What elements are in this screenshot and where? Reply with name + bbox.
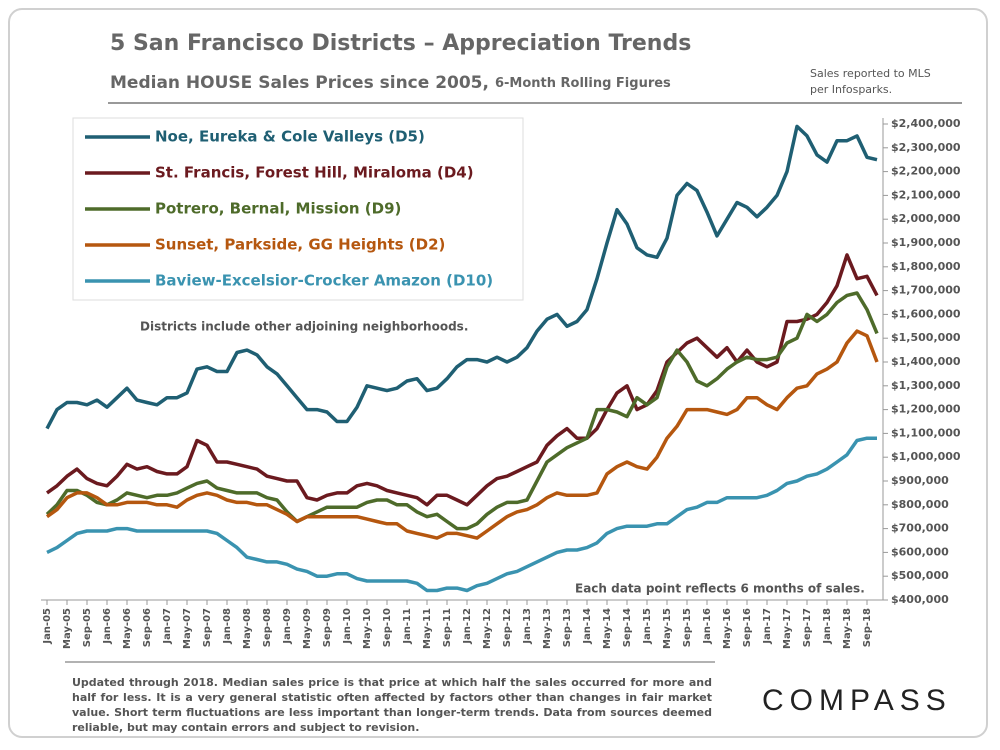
y-tick-label: $800,000 — [891, 498, 949, 511]
x-tick-label: May-11 — [422, 608, 433, 649]
x-tick-label: May-07 — [182, 608, 193, 649]
x-tick-label: Jan-07 — [162, 608, 173, 645]
x-tick-label: May-17 — [782, 608, 793, 649]
y-tick-label: $1,500,000 — [891, 331, 961, 344]
legend-label: Potrero, Bernal, Mission (D9) — [155, 200, 401, 218]
y-tick-label: $1,000,000 — [891, 450, 961, 463]
y-tick-label: $1,600,000 — [891, 307, 961, 320]
source-note: per Infosparks. — [810, 83, 892, 96]
x-tick-label: May-10 — [362, 608, 373, 649]
y-tick-label: $2,300,000 — [891, 141, 961, 154]
y-tick-label: $1,300,000 — [891, 379, 961, 392]
x-tick-label: Jan-11 — [402, 608, 413, 645]
y-tick-label: $2,000,000 — [891, 212, 961, 225]
x-tick-label: Sep-08 — [262, 608, 273, 647]
y-tick-label: $400,000 — [891, 593, 949, 606]
x-tick-label: Jan-10 — [342, 608, 353, 645]
x-tick-label: Sep-14 — [622, 608, 633, 647]
logo: COMPASS — [762, 684, 952, 717]
x-tick-label: Jan-08 — [222, 608, 233, 645]
x-tick-label: Sep-10 — [382, 608, 393, 647]
frame — [8, 8, 988, 738]
legend-label: Baview-Excelsior-Crocker Amazon (D10) — [155, 272, 493, 290]
legend-label: Sunset, Parkside, GG Heights (D2) — [155, 236, 445, 254]
subtitle: Median HOUSE Sales Prices since 2005, 6-M… — [110, 73, 671, 93]
x-tick-label: Sep-05 — [82, 608, 93, 647]
x-tick-label: Sep-15 — [682, 608, 693, 647]
x-tick-label: Jan-06 — [102, 608, 113, 645]
x-tick-label: May-09 — [302, 608, 313, 649]
series-line — [45, 329, 879, 540]
y-tick-label: $1,800,000 — [891, 260, 961, 273]
y-tick-label: $1,400,000 — [891, 355, 961, 368]
x-tick-label: Jan-12 — [462, 608, 473, 645]
x-tick-label: Jan-18 — [822, 608, 833, 645]
x-tick-label: Jan-17 — [762, 608, 773, 645]
x-tick-label: May-12 — [482, 608, 493, 649]
x-tick-label: Jan-13 — [522, 608, 533, 645]
y-tick-label: $2,400,000 — [891, 117, 961, 130]
x-tick-label: May-08 — [242, 608, 253, 649]
x-tick-label: May-14 — [602, 608, 613, 649]
x-tick-label: May-16 — [722, 608, 733, 649]
x-tick-label: May-15 — [662, 608, 673, 649]
legend-label: St. Francis, Forest Hill, Miraloma (D4) — [155, 164, 474, 182]
x-tick-label: Sep-17 — [802, 608, 813, 647]
x-tick-label: May-13 — [542, 608, 553, 649]
y-tick-label: $1,200,000 — [891, 403, 961, 416]
x-tick-label: Sep-18 — [862, 608, 873, 647]
x-tick-label: Sep-09 — [322, 608, 333, 647]
title: 5 San Francisco Districts – Appreciation… — [110, 31, 691, 56]
x-tick-label: Sep-07 — [202, 608, 213, 647]
x-tick-label: Jan-15 — [642, 608, 653, 645]
x-tick-label: May-05 — [62, 608, 73, 649]
x-tick-label: May-18 — [842, 608, 853, 649]
source-note: Sales reported to MLS — [810, 67, 931, 80]
x-tick-label: Jan-14 — [582, 608, 593, 645]
x-tick-label: Jan-09 — [282, 608, 293, 645]
annotation: Each data point reflects 6 months of sal… — [575, 582, 865, 596]
series-line — [45, 124, 878, 430]
y-tick-label: $700,000 — [891, 522, 949, 535]
y-tick-label: $2,200,000 — [891, 165, 961, 178]
y-tick-label: $1,700,000 — [891, 284, 961, 297]
x-tick-label: Sep-16 — [742, 608, 753, 647]
x-tick-label: Jan-05 — [42, 608, 53, 645]
y-tick-label: $1,900,000 — [891, 236, 961, 249]
x-tick-label: Jan-16 — [702, 608, 713, 645]
x-tick-label: Sep-06 — [142, 608, 153, 647]
y-tick-label: $1,100,000 — [891, 426, 961, 439]
y-tick-label: $500,000 — [891, 569, 949, 582]
series-line — [46, 436, 877, 593]
y-tick-label: $900,000 — [891, 474, 949, 487]
y-tick-label: $2,100,000 — [891, 188, 961, 201]
annotation: Districts include other adjoining neighb… — [140, 320, 468, 334]
x-tick-label: May-06 — [122, 608, 133, 649]
footnote: Updated through 2018. Median sales price… — [72, 676, 712, 734]
x-tick-label: Sep-13 — [562, 608, 573, 647]
y-tick-label: $600,000 — [891, 545, 949, 558]
x-tick-label: Sep-12 — [502, 608, 513, 647]
legend-label: Noe, Eureka & Cole Valleys (D5) — [155, 128, 425, 146]
x-tick-label: Sep-11 — [442, 608, 453, 647]
subtitle-note: 6-Month Rolling Figures — [495, 76, 671, 91]
series-line — [45, 291, 879, 531]
subtitle-main: Median HOUSE Sales Prices since 2005, — [110, 73, 489, 93]
